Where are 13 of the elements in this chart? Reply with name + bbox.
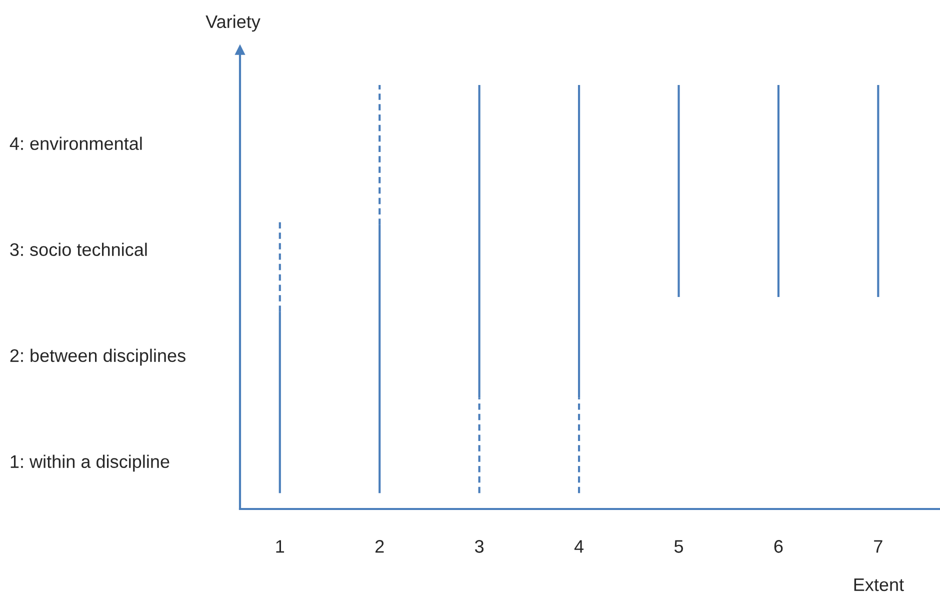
x-tick-label: 1	[276, 540, 284, 553]
x-tick-label: 3	[474, 540, 484, 553]
x-tick-label: 6	[774, 540, 783, 553]
x-tick-label: 4	[574, 540, 584, 553]
x-tick-label: 5	[674, 540, 684, 553]
y-tick-label: 2: between disciplines	[10, 348, 186, 366]
y-tick-label: 3: socio technical	[10, 242, 147, 256]
x-axis-title: Extent	[854, 578, 904, 592]
y-tick-label: 1: within a discipline	[10, 454, 170, 472]
y-tick-label: 4: environmental	[10, 136, 142, 150]
x-tick-label: 2	[375, 540, 384, 553]
y-axis-title: Variety	[206, 14, 260, 32]
x-tick-label: 7	[874, 540, 882, 553]
